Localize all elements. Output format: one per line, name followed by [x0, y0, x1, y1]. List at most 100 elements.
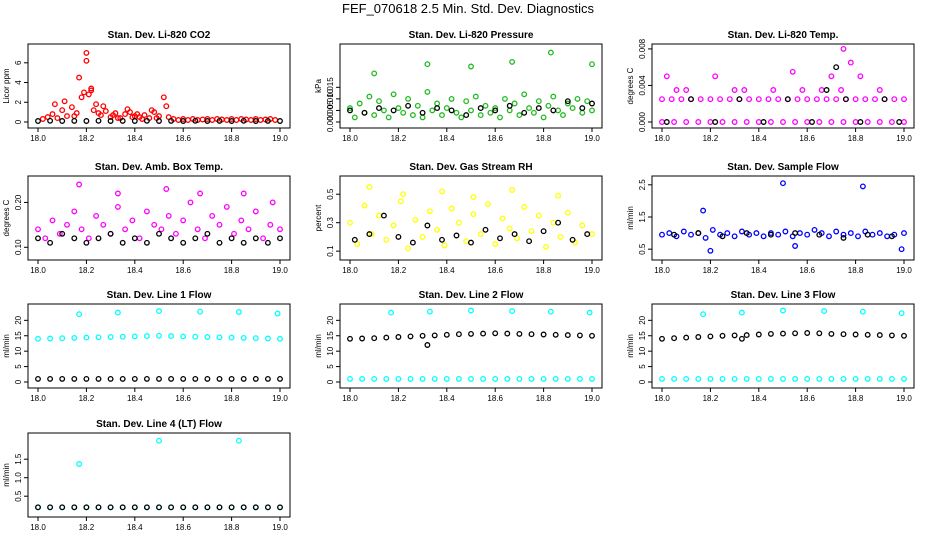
x-tick-label: 19.0 — [272, 523, 288, 532]
data-point-primary — [277, 335, 283, 342]
data-point-primary — [528, 228, 535, 235]
y-tick-label: 5 — [326, 364, 335, 369]
data-point-primary — [700, 311, 707, 318]
data-point-baseline — [480, 330, 487, 337]
data-point-primary — [852, 96, 859, 103]
data-point-baseline — [156, 375, 162, 382]
data-point-primary — [584, 98, 591, 105]
data-point-primary — [589, 375, 595, 382]
data-point-primary — [884, 233, 891, 240]
data-point-primary — [543, 243, 549, 250]
data-point-primary — [760, 233, 767, 240]
data-point-primary — [383, 375, 390, 382]
y-tick-label: 1.0 — [14, 472, 23, 484]
data-point-primary — [547, 49, 554, 56]
x-tick-label: 18.0 — [30, 266, 46, 275]
data-point-primary — [47, 335, 54, 342]
data-point-zero-line — [719, 119, 726, 125]
data-point-baseline — [589, 100, 595, 107]
x-tick-label: 18.6 — [799, 134, 815, 143]
data-point-primary — [85, 91, 92, 98]
data-point-primary — [492, 375, 499, 382]
data-point-primary — [71, 334, 78, 341]
data-point-primary — [743, 375, 750, 382]
data-point-baseline — [59, 118, 66, 124]
y-tick-label: 0.008 — [638, 38, 647, 59]
data-point-primary — [521, 91, 528, 98]
data-point-baseline — [277, 504, 283, 511]
data-point-baseline — [95, 375, 102, 382]
data-point-primary — [277, 226, 283, 233]
data-point-zero-line — [901, 119, 907, 125]
data-point-primary — [509, 308, 516, 315]
data-point-primary — [114, 203, 121, 210]
data-point-primary — [888, 375, 895, 382]
data-point-zero-line — [876, 119, 883, 125]
data-point-baseline — [901, 332, 907, 339]
data-point-baseline — [59, 504, 66, 511]
data-point-primary — [876, 375, 883, 382]
data-point-primary — [238, 217, 245, 224]
data-point-baseline — [695, 334, 702, 340]
data-point-zero-line — [864, 119, 871, 125]
data-point-primary — [356, 100, 363, 107]
data-point-zero-line — [816, 119, 823, 125]
data-point-primary — [480, 375, 487, 382]
y-tick-label: 0.004 — [638, 75, 647, 96]
data-point-primary — [586, 309, 593, 316]
data-point-primary — [366, 93, 373, 100]
data-point-baseline — [468, 239, 474, 246]
y-tick-label: 2 — [14, 99, 23, 104]
data-point-primary — [859, 183, 866, 190]
x-tick-label: 18.2 — [703, 394, 719, 403]
data-point-primary — [151, 221, 158, 228]
data-point-baseline — [731, 332, 738, 339]
data-point-baseline — [780, 330, 786, 337]
data-point-baseline — [809, 119, 815, 125]
data-point-primary — [395, 375, 402, 382]
data-point-primary — [688, 231, 694, 238]
plot-title: Stan. Dev. Gas Stream RH — [409, 162, 532, 173]
data-point-primary — [840, 375, 847, 382]
data-point-primary — [468, 375, 474, 382]
data-point-baseline — [119, 375, 126, 382]
data-point-primary — [448, 205, 455, 212]
x-tick-label: 18.8 — [536, 394, 552, 403]
data-point-primary — [468, 63, 474, 70]
data-point-baseline — [663, 119, 670, 125]
data-point-primary — [726, 96, 733, 103]
data-point-baseline — [683, 334, 690, 341]
data-point-baseline — [576, 332, 583, 339]
data-point-baseline — [424, 222, 431, 229]
panel-4: Stan. Dev. Amb. Box Temp. degrees C 18.0 18… — [2, 162, 291, 275]
panel-10: Stan. Dev. Line 4 (LT) Flow ml/min 18.0 18.… — [2, 419, 291, 532]
data-point-baseline — [156, 230, 162, 237]
data-point-baseline — [119, 504, 126, 511]
data-point-primary — [431, 375, 438, 382]
data-point-primary — [709, 226, 716, 233]
data-point-baseline — [277, 375, 283, 382]
data-point-baseline — [540, 228, 547, 235]
data-point-baseline — [468, 330, 474, 337]
data-point-primary — [441, 242, 448, 249]
data-point-baseline — [492, 330, 499, 337]
data-point-primary — [209, 117, 216, 123]
data-point-baseline — [59, 375, 66, 382]
x-tick-label: 18.2 — [391, 134, 407, 143]
y-axis-label: percent — [314, 204, 323, 231]
data-point-primary — [876, 230, 883, 237]
data-point-primary — [738, 309, 745, 316]
data-point-primary — [114, 115, 121, 122]
data-point-primary — [453, 109, 460, 116]
data-point-baseline — [252, 375, 259, 382]
plot-frame — [339, 175, 603, 261]
data-point-primary — [821, 308, 828, 315]
data-point-primary — [579, 222, 586, 229]
data-point-primary — [847, 59, 854, 66]
data-point-primary — [388, 309, 395, 316]
x-tick-label: 18.4 — [751, 394, 767, 403]
data-point-primary — [782, 228, 789, 235]
y-axis-label: degrees C — [626, 67, 635, 104]
data-point-baseline — [528, 331, 535, 338]
data-point-baseline — [168, 117, 175, 124]
